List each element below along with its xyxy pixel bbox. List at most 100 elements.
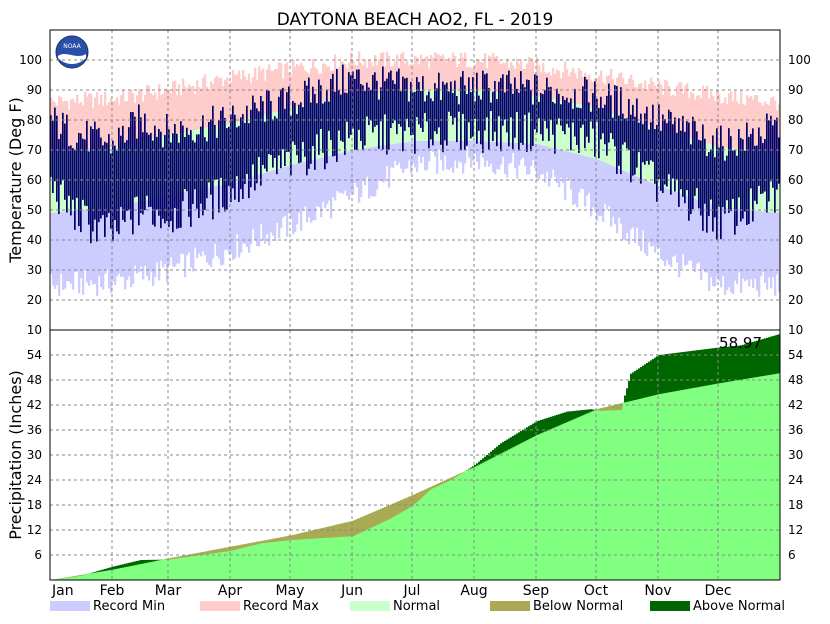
record-max-bar — [726, 104, 728, 148]
observed-temperature-bar — [454, 81, 456, 118]
precip-below-normal-bar — [356, 519, 358, 534]
observed-temperature-bar — [190, 130, 192, 227]
precip-normal-bar — [188, 555, 190, 580]
record-min-bar — [72, 211, 74, 290]
precip-normal-bar — [746, 379, 748, 580]
record-max-bar — [328, 66, 330, 100]
observed-temperature-bar — [708, 152, 710, 216]
observed-temperature-bar — [706, 156, 708, 233]
observed-temperature-bar — [430, 98, 432, 139]
observed-temperature-bar — [648, 130, 650, 165]
precip-normal-bar — [568, 421, 570, 580]
precip-above-normal-bar — [514, 435, 516, 446]
precip-above-normal-bar — [106, 568, 108, 570]
observed-temperature-bar — [432, 101, 434, 145]
svg-text:NOAA: NOAA — [63, 43, 81, 50]
observed-temperature-bar — [172, 133, 174, 232]
record-min-bar — [328, 156, 330, 201]
observed-temperature-bar — [744, 151, 746, 212]
precip-above-normal-bar — [150, 560, 152, 562]
record-max-bar — [618, 74, 620, 116]
precip-normal-bar — [154, 561, 156, 580]
precip-above-normal-bar — [148, 560, 150, 562]
precip-normal-bar — [744, 379, 746, 580]
observed-temperature-bar — [132, 112, 134, 234]
record-min-bar — [338, 153, 340, 192]
observed-temperature-bar — [136, 139, 138, 197]
record-max-bar — [684, 86, 686, 137]
observed-temperature-bar — [478, 96, 480, 131]
precipitation-tick-right: 24 — [788, 473, 803, 487]
observed-temperature-bar — [752, 128, 754, 221]
observed-temperature-bar — [602, 108, 604, 133]
precip-below-normal-bar — [416, 493, 418, 502]
record-max-bar — [160, 95, 162, 137]
temperature-tick-left: 100 — [19, 53, 42, 67]
record-min-bar — [562, 151, 564, 184]
record-max-bar — [146, 85, 148, 140]
record-max-bar — [116, 97, 118, 146]
observed-temperature-bar — [102, 145, 104, 215]
record-min-bar — [638, 177, 640, 246]
observed-temperature-bar — [704, 139, 706, 204]
observed-temperature-bar — [208, 122, 210, 182]
record-max-bar — [756, 95, 758, 151]
precip-normal-bar — [180, 556, 182, 580]
precip-normal-bar — [428, 488, 430, 580]
observed-temperature-bar — [546, 78, 548, 129]
precip-below-normal-bar — [396, 502, 398, 515]
record-max-bar — [114, 100, 116, 146]
observed-temperature-bar — [400, 91, 402, 127]
precip-normal-bar — [588, 413, 590, 580]
precip-normal-bar — [412, 495, 414, 580]
observed-temperature-bar — [732, 151, 734, 199]
precip-normal-bar — [570, 420, 572, 580]
precip-below-normal-bar — [456, 475, 458, 476]
precip-above-normal-bar — [120, 565, 122, 568]
record-min-bar — [458, 141, 460, 161]
temperature-tick-right: 40 — [788, 233, 803, 247]
observed-temperature-bar — [494, 81, 496, 132]
observed-temperature-bar — [62, 113, 64, 181]
observed-temperature-bar — [294, 103, 296, 145]
record-min-bar — [120, 205, 122, 277]
precip-below-normal-bar — [262, 541, 264, 543]
precip-normal-bar — [530, 438, 532, 580]
record-min-bar — [584, 156, 586, 206]
record-min-bar — [268, 172, 270, 246]
observed-temperature-bar — [758, 127, 760, 185]
observed-temperature-bar — [668, 110, 670, 175]
observed-temperature-bar — [72, 148, 74, 200]
record-max-bar — [186, 88, 188, 131]
observed-temperature-bar — [404, 78, 406, 131]
precip-normal-bar — [484, 462, 486, 580]
observed-temperature-bar — [606, 96, 608, 156]
record-min-bar — [476, 141, 478, 162]
record-min-bar — [380, 146, 382, 180]
observed-temperature-bar — [372, 75, 374, 133]
precip-normal-bar — [610, 406, 612, 580]
month-label: Mar — [155, 583, 182, 599]
record-max-bar — [464, 53, 466, 90]
precip-normal-bar — [106, 571, 108, 580]
record-max-bar — [68, 110, 70, 151]
precip-normal-bar — [712, 384, 714, 580]
record-max-bar — [204, 74, 206, 128]
record-max-bar — [578, 68, 580, 104]
precip-above-normal-bar — [578, 410, 580, 417]
precip-normal-bar — [476, 466, 478, 580]
observed-temperature-bar — [338, 90, 340, 130]
record-max-bar — [710, 92, 712, 145]
precip-normal-bar — [522, 442, 524, 580]
observed-temperature-bar — [766, 114, 768, 213]
record-max-bar — [754, 95, 756, 151]
record-min-bar — [714, 206, 716, 287]
record-min-bar — [54, 213, 56, 289]
precip-normal-bar — [662, 393, 664, 580]
record-max-bar — [208, 90, 210, 128]
precip-below-normal-bar — [282, 537, 284, 541]
precip-below-normal-bar — [598, 409, 600, 411]
record-max-bar — [572, 68, 574, 103]
observed-temperature-bar — [188, 135, 190, 217]
precip-normal-bar — [162, 560, 164, 580]
